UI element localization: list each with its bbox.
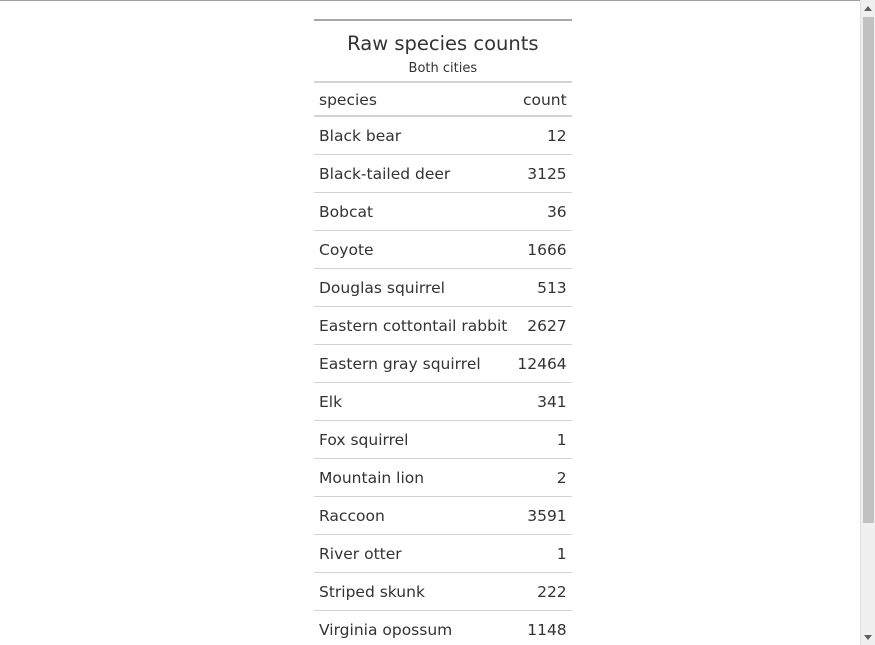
cell-species: Elk	[314, 382, 513, 421]
cell-count: 1	[512, 420, 572, 459]
table-row: Eastern cottontail rabbit 2627	[314, 306, 572, 345]
cell-species: River otter	[314, 534, 513, 573]
table-row: Elk 341	[314, 382, 572, 421]
column-header-species: species	[314, 82, 513, 117]
cell-count: 3125	[512, 154, 572, 193]
table-row: Eastern gray squirrel 12464	[314, 344, 572, 383]
table-header: Raw species counts Both cities species c…	[314, 19, 572, 117]
cell-count: 1666	[512, 230, 572, 269]
cell-count: 341	[512, 382, 572, 421]
table-row: Virginia opossum 1148	[314, 610, 572, 645]
cell-count: 1148	[512, 610, 572, 645]
table-row: Coyote 1666	[314, 230, 572, 269]
title-row: Raw species counts	[314, 19, 572, 55]
cell-count: 3591	[512, 496, 572, 535]
table-row: Striped skunk 222	[314, 572, 572, 611]
table-subtitle: Both cities	[314, 55, 572, 83]
cell-count: 12	[512, 116, 572, 155]
cell-count: 2627	[512, 306, 572, 345]
cell-species: Mountain lion	[314, 458, 513, 497]
table-row: Black bear 12	[314, 116, 572, 155]
scrollbar-thumb[interactable]	[863, 17, 874, 523]
table-title: Raw species counts	[314, 19, 572, 55]
cell-species: Black bear	[314, 116, 513, 155]
cell-species: Eastern cottontail rabbit	[314, 306, 513, 345]
cell-species: Black-tailed deer	[314, 154, 513, 193]
cell-count: 513	[512, 268, 572, 307]
table-row: Black-tailed deer 3125	[314, 154, 572, 193]
cell-species: Fox squirrel	[314, 420, 513, 459]
subtitle-row: Both cities	[314, 55, 572, 83]
cell-species: Bobcat	[314, 192, 513, 231]
cell-species: Virginia opossum	[314, 610, 513, 645]
cell-species: Striped skunk	[314, 572, 513, 611]
table-row: River otter 1	[314, 534, 572, 573]
column-header-row: species count	[314, 82, 572, 117]
species-table-container: Raw species counts Both cities species c…	[314, 19, 572, 645]
table-row: Raccoon 3591	[314, 496, 572, 535]
cell-count: 2	[512, 458, 572, 497]
table-row: Douglas squirrel 513	[314, 268, 572, 307]
table-row: Mountain lion 2	[314, 458, 572, 497]
table-row: Fox squirrel 1	[314, 420, 572, 459]
column-header-count: count	[512, 82, 572, 117]
cell-species: Raccoon	[314, 496, 513, 535]
cell-species: Douglas squirrel	[314, 268, 513, 307]
species-table: Raw species counts Both cities species c…	[314, 19, 572, 645]
table-row: Bobcat 36	[314, 192, 572, 231]
cell-count: 1	[512, 534, 572, 573]
cell-species: Eastern gray squirrel	[314, 344, 513, 383]
vertical-scrollbar[interactable]	[860, 0, 875, 645]
triangle-down-icon[interactable]	[864, 635, 872, 640]
cell-count: 222	[512, 572, 572, 611]
cell-count: 12464	[512, 344, 572, 383]
triangle-up-icon[interactable]	[864, 6, 872, 11]
cell-species: Coyote	[314, 230, 513, 269]
cell-count: 36	[512, 192, 572, 231]
table-body: Black bear 12 Black-tailed deer 3125 Bobcat 3…	[314, 116, 572, 645]
